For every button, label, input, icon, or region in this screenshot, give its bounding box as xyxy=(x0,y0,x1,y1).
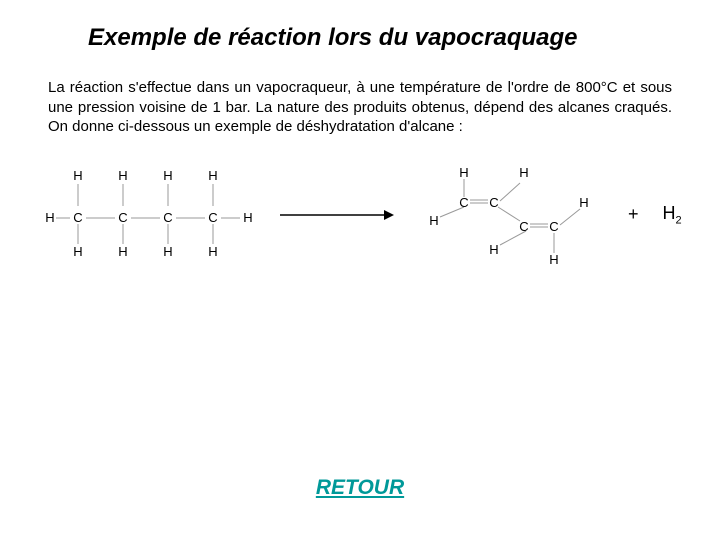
svg-text:C: C xyxy=(163,210,172,225)
svg-text:H: H xyxy=(73,168,82,183)
retour-link[interactable]: RETOUR xyxy=(316,476,404,499)
svg-text:H: H xyxy=(163,244,172,259)
svg-text:H: H xyxy=(118,168,127,183)
svg-text:H: H xyxy=(549,252,558,267)
svg-text:H: H xyxy=(429,213,438,228)
svg-text:H: H xyxy=(208,168,217,183)
svg-text:H: H xyxy=(243,210,252,225)
h2-text: H xyxy=(663,203,676,223)
svg-text:H: H xyxy=(459,165,468,180)
page-title: Exemple de réaction lors du vapocraquage xyxy=(88,24,672,52)
reaction-diagram: HHCHHCHHCHHCHH HCHCHCHCHH + H2 xyxy=(38,155,672,275)
svg-text:H: H xyxy=(208,244,217,259)
svg-text:H: H xyxy=(489,242,498,257)
h2-label: H2 xyxy=(663,203,682,227)
slide-page: Exemple de réaction lors du vapocraquage… xyxy=(0,0,720,540)
svg-text:H: H xyxy=(45,210,54,225)
svg-text:H: H xyxy=(73,244,82,259)
svg-text:H: H xyxy=(519,165,528,180)
reaction-arrow-icon xyxy=(278,205,394,225)
body-paragraph: La réaction s'effectue dans un vapocraqu… xyxy=(48,78,672,137)
plus-sign: + xyxy=(628,204,639,225)
svg-text:C: C xyxy=(549,219,558,234)
reactant-molecule: H H C H H C H H C H H C H H xyxy=(38,160,268,270)
svg-text:H: H xyxy=(579,195,588,210)
h2-subscript: 2 xyxy=(676,214,682,226)
product-molecule: HCHCHCHCHH xyxy=(404,155,604,275)
retour-container: RETOUR xyxy=(0,476,720,500)
svg-text:C: C xyxy=(459,195,468,210)
svg-text:H: H xyxy=(118,244,127,259)
svg-text:C: C xyxy=(489,195,498,210)
svg-text:C: C xyxy=(73,210,82,225)
svg-text:C: C xyxy=(519,219,528,234)
svg-text:C: C xyxy=(118,210,127,225)
svg-text:H: H xyxy=(163,168,172,183)
svg-text:C: C xyxy=(208,210,217,225)
